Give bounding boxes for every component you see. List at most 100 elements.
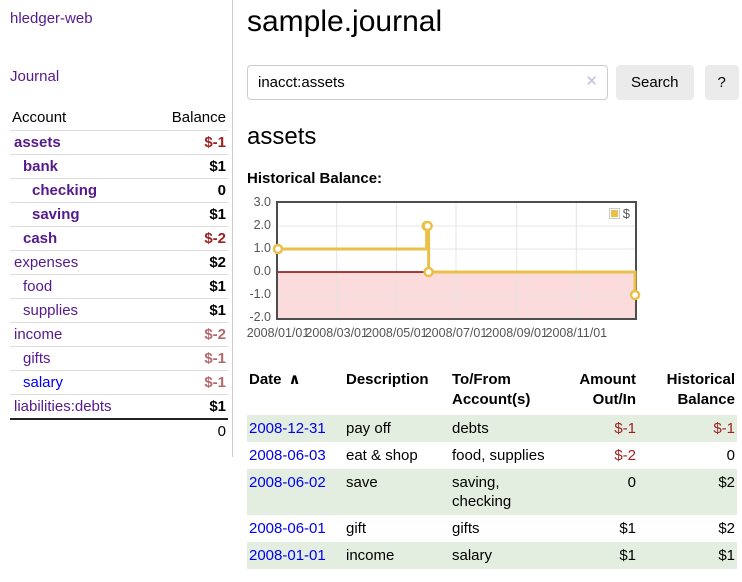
accounts-table: Account Balance assets $-1 bank $1 checking 0… [10, 106, 228, 443]
account-name-cell: income [10, 322, 150, 347]
register-header-accounts: To/From Account(s) [452, 371, 531, 408]
x-axis-tick-label: 2008/05/01 [365, 326, 428, 340]
nav-journal-link[interactable]: Journal [10, 68, 60, 85]
data-point-marker [423, 266, 434, 278]
account-row: saving $1 [10, 202, 228, 227]
account-name-cell: checking [10, 178, 150, 203]
account-row: checking 0 [10, 178, 228, 203]
transaction-date-link[interactable]: 2008-01-01 [249, 547, 326, 564]
x-axis-tick-label: 2008/09/01 [485, 326, 548, 340]
account-link-liabilities-debts[interactable]: liabilities:debts [14, 398, 112, 415]
account-balance: $-1 [149, 130, 228, 155]
brand-link[interactable]: hledger-web [10, 10, 93, 27]
sidebar: hledger-web Journal Account Balance asse… [0, 0, 233, 457]
transaction-accounts-cell: salary [452, 547, 493, 564]
chart-legend: $ [608, 206, 630, 221]
transaction-accounts-cell: saving, checking [452, 474, 512, 510]
search-box: ✕ [247, 65, 608, 100]
register-header-amount: Amount Out/In [579, 371, 636, 408]
data-point-marker [422, 220, 433, 232]
accounts-total-row: 0 [10, 418, 228, 443]
app-layout: hledger-web Journal Account Balance asse… [0, 0, 739, 569]
help-button[interactable]: ? [704, 65, 739, 100]
account-balance: $-2 [149, 226, 228, 251]
account-link-supplies[interactable]: supplies [23, 302, 79, 319]
accounts-total-spacer [10, 418, 150, 443]
transaction-date-link[interactable]: 2008-06-02 [249, 474, 326, 491]
data-point-marker [272, 243, 284, 255]
accounts-header-account: Account [12, 109, 67, 126]
account-balance: $1 [149, 274, 228, 299]
chart-plot-area: $ [272, 201, 641, 320]
account-row: bank $1 [10, 154, 228, 179]
transaction-accounts-cell: food, supplies [452, 447, 545, 464]
transaction-balance-cell: $1 [718, 547, 735, 564]
transaction-amount-cell: 0 [627, 474, 636, 491]
register-row[interactable]: 2008-12-31 pay off debts $-1 $-1 [247, 415, 737, 442]
register-row[interactable]: 2008-06-01 gift gifts $1 $2 [247, 515, 737, 542]
transaction-date-cell: 2008-01-01 [247, 542, 344, 569]
account-balance: $1 [149, 298, 228, 323]
x-axis-tick-label: 2008/03/01 [305, 326, 368, 340]
y-axis-tick-label: 1.0 [253, 241, 271, 255]
account-link-food[interactable]: food [23, 278, 53, 295]
transaction-date-cell: 2008-06-02 [247, 469, 344, 515]
register-header-balance: Historical Balance [666, 371, 735, 408]
page-title: sample.journal [247, 5, 443, 38]
transaction-description-cell: gift [346, 520, 367, 537]
transaction-date-link[interactable]: 2008-06-03 [249, 447, 326, 464]
account-name-cell: bank [10, 154, 150, 179]
transaction-balance-cell: 0 [726, 447, 735, 464]
account-link-expenses[interactable]: expenses [14, 254, 79, 271]
legend-series-label: $ [622, 206, 630, 221]
account-link-assets[interactable]: assets [14, 134, 61, 151]
clear-search-icon[interactable]: ✕ [585, 73, 598, 90]
transaction-description-cell: income [346, 547, 395, 564]
account-row: liabilities:debts $1 [10, 394, 228, 419]
transaction-date-link[interactable]: 2008-06-01 [249, 520, 326, 537]
transaction-date-link[interactable]: 2008-12-31 [249, 420, 326, 437]
account-row: assets $-1 [10, 130, 228, 155]
account-link-salary[interactable]: salary [23, 374, 64, 391]
sort-ascending-icon: ∧ [288, 371, 301, 388]
transaction-balance-cell: $2 [718, 474, 735, 491]
account-link-cash[interactable]: cash [23, 230, 58, 247]
register-row[interactable]: 2008-06-02 save saving, checking 0 $2 [247, 469, 737, 515]
account-link-checking[interactable]: checking [32, 182, 98, 199]
account-row: cash $-2 [10, 226, 228, 251]
account-balance: $-1 [149, 346, 228, 371]
register-header-date[interactable]: Date ∧ [249, 371, 301, 388]
transaction-accounts-cell: gifts [452, 520, 480, 537]
account-name-cell: food [10, 274, 150, 299]
transaction-date-cell: 2008-06-03 [247, 442, 344, 469]
transaction-accounts-cell: debts [452, 420, 489, 437]
register-row[interactable]: 2008-06-03 eat & shop food, supplies $-2 0 [247, 442, 737, 469]
register-row[interactable]: 2008-01-01 income salary $1 $1 [247, 542, 737, 569]
account-link-gifts[interactable]: gifts [23, 350, 51, 367]
account-name-cell: liabilities:debts [10, 394, 150, 419]
account-name-cell: supplies [10, 298, 150, 323]
y-axis-tick-label: 0.0 [253, 264, 271, 278]
account-balance: 0 [149, 178, 228, 203]
account-row: expenses $2 [10, 250, 228, 275]
y-axis-tick-label: -1.0 [249, 287, 271, 301]
y-axis-tick-label: -2.0 [249, 310, 271, 324]
account-link-saving[interactable]: saving [32, 206, 80, 223]
transaction-date-cell: 2008-12-31 [247, 415, 344, 442]
transaction-balance-cell: $2 [718, 520, 735, 537]
y-axis-tick-label: 2.0 [253, 218, 271, 232]
accounts-total-value: 0 [149, 418, 228, 443]
account-link-bank[interactable]: bank [23, 158, 59, 175]
register-header-row: Date ∧ Description To/From Account(s) Amo… [247, 368, 737, 415]
search-form: ✕ Search ? [247, 65, 739, 100]
account-name-cell: gifts [10, 346, 150, 371]
chart-svg [272, 203, 641, 318]
account-name-cell: expenses [10, 250, 150, 275]
search-button[interactable]: Search [616, 65, 694, 100]
account-link-income[interactable]: income [14, 326, 63, 343]
chart-title: Historical Balance: [247, 170, 383, 187]
legend-color-icon [608, 208, 620, 219]
transaction-amount-cell: $-1 [614, 420, 636, 437]
x-axis-tick-label: 2008/01/01 [246, 326, 310, 340]
search-input[interactable] [247, 65, 608, 100]
